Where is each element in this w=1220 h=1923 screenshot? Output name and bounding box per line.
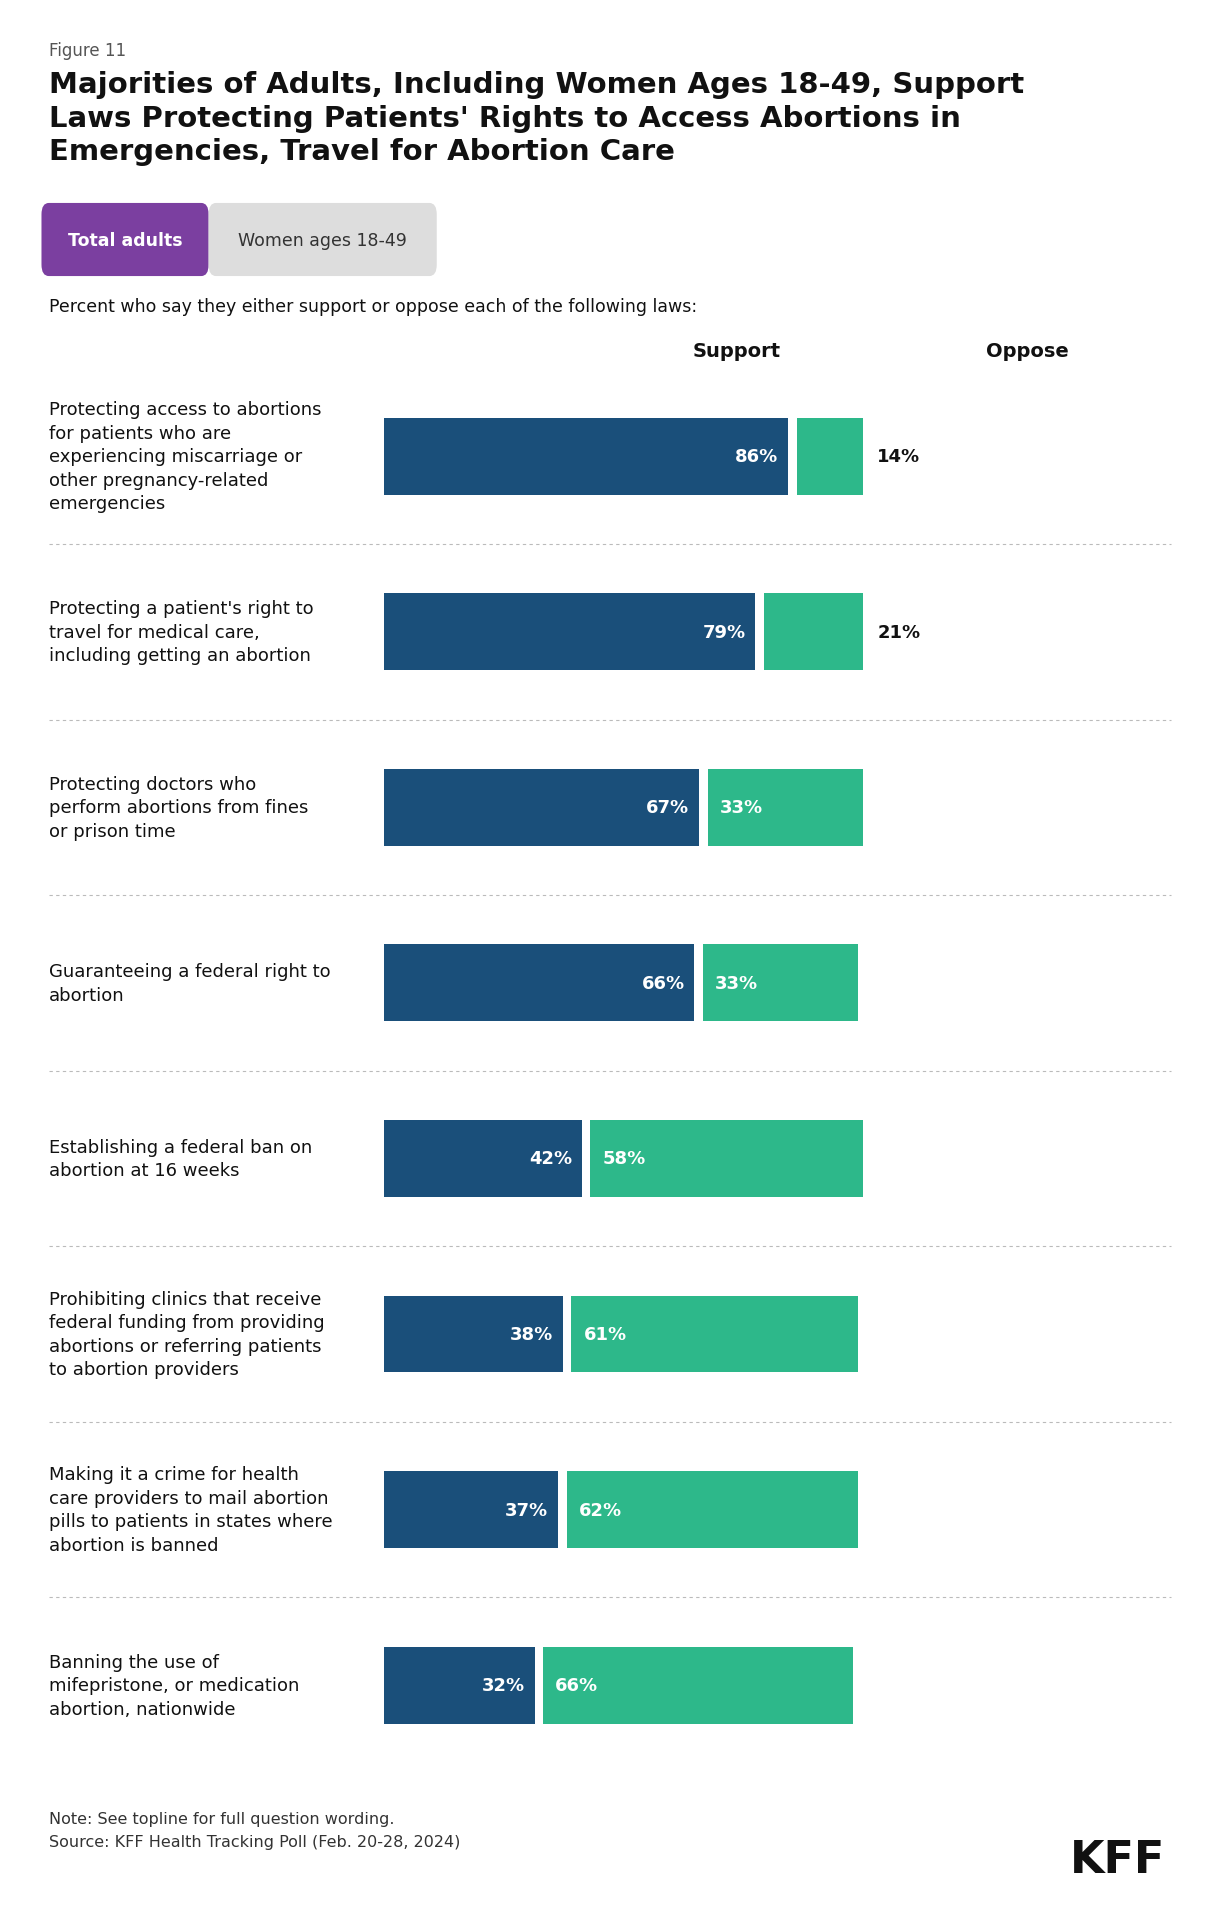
- Text: Total adults: Total adults: [68, 231, 182, 250]
- Text: Percent who say they either support or oppose each of the following laws:: Percent who say they either support or o…: [49, 298, 697, 315]
- Text: 32%: 32%: [482, 1677, 525, 1694]
- Text: 21%: 21%: [877, 623, 920, 642]
- Bar: [384, 769, 699, 846]
- Text: 67%: 67%: [647, 798, 689, 817]
- Text: Prohibiting clinics that receive
federal funding from providing
abortions or ref: Prohibiting clinics that receive federal…: [49, 1290, 325, 1379]
- Bar: [571, 1296, 858, 1373]
- Bar: [384, 944, 694, 1021]
- Text: 42%: 42%: [528, 1150, 572, 1167]
- Text: Protecting access to abortions
for patients who are
experiencing miscarriage or
: Protecting access to abortions for patie…: [49, 400, 321, 513]
- Text: 38%: 38%: [510, 1325, 553, 1344]
- Text: KFF: KFF: [1070, 1838, 1165, 1881]
- FancyBboxPatch shape: [209, 204, 437, 277]
- Bar: [703, 944, 858, 1021]
- Text: 37%: 37%: [505, 1500, 548, 1519]
- Text: Majorities of Adults, Including Women Ages 18-49, Support
Laws Protecting Patien: Majorities of Adults, Including Women Ag…: [49, 71, 1024, 165]
- Bar: [384, 1646, 534, 1723]
- Text: 33%: 33%: [720, 798, 762, 817]
- Text: 66%: 66%: [555, 1677, 599, 1694]
- Text: 58%: 58%: [603, 1150, 645, 1167]
- Text: Making it a crime for health
care providers to mail abortion
pills to patients i: Making it a crime for health care provid…: [49, 1465, 332, 1554]
- Text: Guaranteeing a federal right to
abortion: Guaranteeing a federal right to abortion: [49, 963, 331, 1004]
- Bar: [764, 594, 863, 671]
- Text: 79%: 79%: [703, 623, 745, 642]
- Text: Banning the use of
mifepristone, or medication
abortion, nationwide: Banning the use of mifepristone, or medi…: [49, 1652, 299, 1717]
- Text: Note: See topline for full question wording.
Source: KFF Health Tracking Poll (F: Note: See topline for full question word…: [49, 1811, 460, 1848]
- Bar: [384, 1471, 558, 1548]
- Text: 62%: 62%: [578, 1500, 622, 1519]
- Text: 14%: 14%: [877, 448, 920, 465]
- Bar: [384, 1121, 582, 1198]
- Bar: [566, 1471, 858, 1548]
- Bar: [708, 769, 863, 846]
- Text: 86%: 86%: [736, 448, 778, 465]
- Text: Support: Support: [693, 342, 781, 362]
- Bar: [384, 1296, 562, 1373]
- Text: 33%: 33%: [715, 975, 758, 992]
- Bar: [384, 594, 755, 671]
- Text: Establishing a federal ban on
abortion at 16 weeks: Establishing a federal ban on abortion a…: [49, 1138, 312, 1179]
- Text: Oppose: Oppose: [986, 342, 1069, 362]
- Text: Figure 11: Figure 11: [49, 42, 126, 60]
- Text: 66%: 66%: [642, 975, 684, 992]
- Bar: [543, 1646, 853, 1723]
- Bar: [590, 1121, 863, 1198]
- Bar: [384, 419, 788, 496]
- FancyBboxPatch shape: [41, 204, 209, 277]
- Text: 61%: 61%: [583, 1325, 627, 1344]
- Text: Protecting a patient's right to
travel for medical care,
including getting an ab: Protecting a patient's right to travel f…: [49, 600, 314, 665]
- Bar: [797, 419, 863, 496]
- Text: Protecting doctors who
perform abortions from fines
or prison time: Protecting doctors who perform abortions…: [49, 775, 309, 840]
- Text: Women ages 18-49: Women ages 18-49: [238, 231, 407, 250]
